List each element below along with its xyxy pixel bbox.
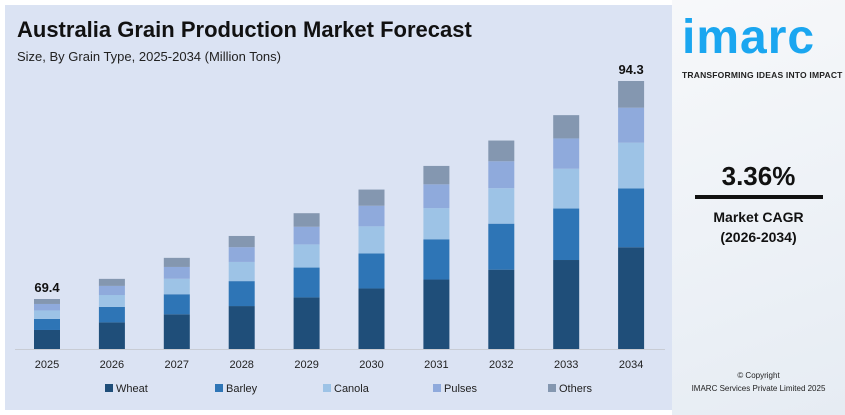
bar-segment-wheat-2026 (98, 322, 125, 349)
bar-segment-others-2027 (163, 257, 190, 267)
bar-segment-canola-2031 (423, 208, 450, 240)
legend-label-canola: Canola (334, 383, 370, 395)
legend-swatch-barley (215, 384, 223, 392)
legend-label-pulses: Pulses (444, 383, 478, 395)
data-label: 69.4 (34, 280, 60, 295)
bar-segment-pulses-2034 (618, 107, 645, 143)
legend-label-others: Others (559, 383, 593, 395)
x-tick-label: 2031 (424, 359, 448, 371)
bar-segment-pulses-2026 (98, 285, 125, 296)
bar-segment-pulses-2025 (34, 303, 60, 311)
bar-segment-pulses-2029 (293, 226, 320, 245)
bar-segment-canola-2027 (163, 278, 190, 295)
bar-segment-barley-2031 (423, 239, 450, 280)
bar-segment-pulses-2033 (553, 138, 580, 169)
cagr-label: Market CAGR (2026-2034) (672, 207, 845, 247)
copyright-line-2: IMARC Services Private Limited 2025 (691, 384, 826, 393)
bar-segment-others-2031 (423, 165, 450, 185)
bar-segment-wheat-2028 (228, 306, 255, 349)
x-tick-label: 2033 (554, 359, 578, 371)
bar-segment-wheat-2031 (423, 279, 450, 349)
bar-segment-wheat-2034 (618, 247, 645, 349)
logo-tagline: TRANSFORMING IDEAS INTO IMPACT (682, 70, 843, 80)
bar-segment-others-2025 (34, 299, 60, 304)
bar-segment-barley-2033 (553, 208, 580, 261)
bar-segment-wheat-2030 (358, 288, 385, 349)
bar-segment-wheat-2033 (553, 260, 580, 349)
bar-segment-canola-2029 (293, 244, 320, 268)
bar-segment-pulses-2032 (488, 161, 515, 189)
legend-swatch-pulses (433, 384, 441, 392)
bar-segment-pulses-2027 (163, 266, 190, 279)
x-tick-label: 2026 (100, 359, 124, 371)
copyright: © Copyright IMARC Services Private Limit… (672, 369, 845, 395)
imarc-logo: imarc (682, 11, 816, 64)
x-tick-label: 2034 (619, 359, 643, 371)
chart-subtitle: Size, By Grain Type, 2025-2034 (Million … (17, 49, 281, 64)
bar-segment-canola-2030 (358, 226, 385, 254)
bar-segment-canola-2026 (98, 295, 125, 307)
legend-label-wheat: Wheat (116, 383, 148, 395)
cagr-label-text: Market CAGR (713, 209, 804, 225)
bar-segment-canola-2028 (228, 261, 255, 282)
bar-segment-others-2032 (488, 140, 515, 162)
x-tick-label: 2032 (489, 359, 513, 371)
x-tick-label: 2025 (35, 359, 59, 371)
x-tick-label: 2028 (229, 359, 253, 371)
bar-segment-barley-2025 (34, 318, 60, 330)
cagr-period: (2026-2034) (720, 229, 797, 245)
bar-segment-others-2034 (618, 81, 645, 108)
bar-segment-barley-2032 (488, 223, 515, 270)
bar-segment-canola-2033 (553, 168, 580, 209)
bar-segment-pulses-2031 (423, 184, 450, 209)
x-tick-label: 2030 (359, 359, 383, 371)
x-tick-label: 2029 (294, 359, 318, 371)
bar-segment-barley-2026 (98, 306, 125, 323)
x-tick-label: 2027 (165, 359, 189, 371)
divider (695, 195, 823, 199)
bar-segment-canola-2025 (34, 310, 60, 319)
stacked-bar-chart: 2025 69.4 2026 2027 2028 2029 2030 2031 2032 2033… (15, 62, 665, 395)
legend-swatch-canola (323, 384, 331, 392)
cagr-value: 3.36% (721, 161, 796, 191)
bar-segment-canola-2032 (488, 188, 515, 224)
bar-segment-wheat-2025 (34, 329, 60, 349)
side-panel: imarc TRANSFORMING IDEAS INTO IMPACT 3.3… (672, 0, 845, 415)
bar-segment-others-2030 (358, 189, 385, 206)
bar-segment-barley-2028 (228, 281, 255, 307)
bar-segment-canola-2034 (618, 142, 645, 189)
bar-segment-barley-2030 (358, 253, 385, 289)
bar-segment-wheat-2032 (488, 269, 515, 349)
chart-title: Australia Grain Production Market Foreca… (17, 17, 472, 42)
bar-segment-barley-2034 (618, 188, 645, 248)
bar-segment-barley-2029 (293, 267, 320, 298)
bar-segment-barley-2027 (163, 294, 190, 315)
bar-segment-others-2029 (293, 213, 320, 227)
data-label: 94.3 (618, 62, 643, 77)
bar-segment-pulses-2030 (358, 205, 385, 227)
bar-segment-wheat-2029 (293, 297, 320, 349)
bar-segment-pulses-2028 (228, 247, 255, 262)
bar-segment-others-2026 (98, 278, 125, 286)
bar-segment-others-2028 (228, 235, 255, 248)
copyright-line-1: © Copyright (737, 371, 780, 380)
bar-segment-wheat-2027 (163, 314, 190, 349)
bar-segment-others-2033 (553, 115, 580, 139)
legend-swatch-wheat (105, 384, 113, 392)
legend-label-barley: Barley (226, 383, 258, 395)
legend-swatch-others (548, 384, 556, 392)
